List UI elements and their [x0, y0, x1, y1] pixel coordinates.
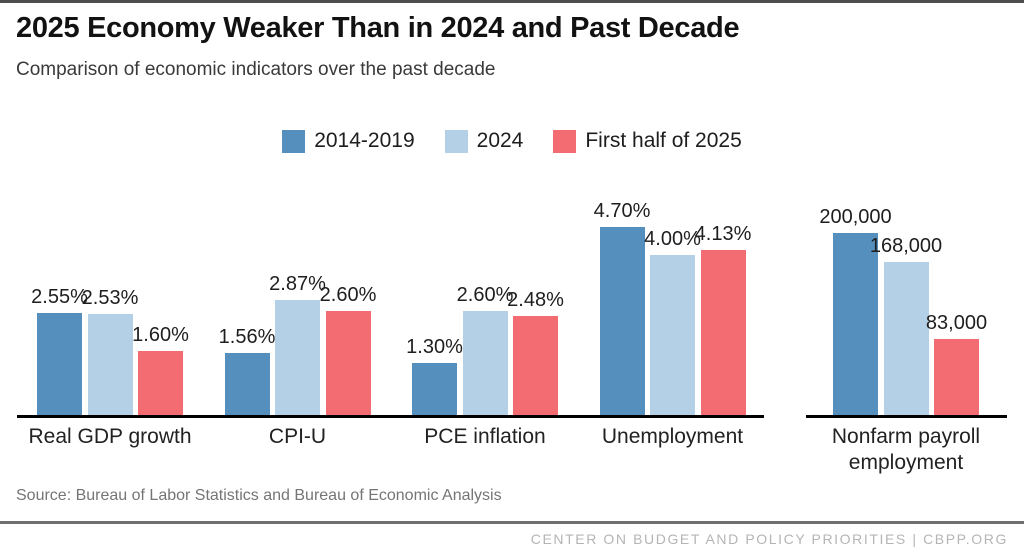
bar-value-label: 4.00% — [644, 228, 701, 250]
bar-pce-inflation-series-2 — [513, 315, 558, 415]
source-note: Source: Bureau of Labor Statistics and B… — [16, 487, 502, 504]
legend-swatch-2024 — [444, 129, 468, 153]
bar-value-label: 2.60% — [319, 284, 377, 306]
bar-value-label: 2.53% — [81, 286, 139, 309]
footer-rule-divider — [0, 521, 1024, 524]
bar-real-gdp-growth-series-2 — [138, 351, 183, 415]
bar-real-gdp-growth-series-0 — [37, 313, 82, 415]
bar-value-label: 200,000 — [819, 206, 892, 228]
bar-value-label: 2.87% — [269, 273, 326, 296]
legend-item-2024: 2024 — [444, 129, 524, 153]
bar-cpi-u-series-2 — [325, 311, 371, 415]
legend: 2014-2019 2024 First half of 2025 — [0, 129, 1024, 153]
bar-nonfarm-payroll-employment-series-0 — [833, 233, 878, 415]
x-axis-line-left-segment — [17, 415, 764, 418]
bar-nonfarm-payroll-employment-series-1 — [883, 262, 929, 415]
legend-label-2014-2019: 2014-2019 — [314, 129, 415, 152]
x-axis-line-right-segment — [806, 415, 1007, 418]
category-label-real-gdp-growth: Real GDP growth — [28, 425, 192, 448]
bar-value-label: 83,000 — [925, 312, 988, 335]
bar-value-label: 2.48% — [507, 288, 564, 311]
bar-value-label: 2.60% — [456, 284, 514, 306]
legend-swatch-first-half-2025 — [553, 129, 577, 153]
legend-swatch-2014-2019 — [282, 129, 306, 153]
footer-credit: CENTER ON BUDGET AND POLICY PRIORITIES |… — [530, 531, 1008, 547]
bar-value-label: 1.56% — [218, 325, 276, 348]
top-rule-divider — [0, 0, 1024, 3]
bar-unemployment-series-1 — [650, 255, 695, 415]
bar-value-label: 168,000 — [869, 235, 943, 258]
bar-value-label: 4.70% — [593, 200, 651, 222]
bar-unemployment-series-0 — [599, 227, 645, 415]
legend-item-first-half-2025: First half of 2025 — [553, 129, 742, 153]
bar-pce-inflation-series-1 — [462, 311, 508, 415]
bar-unemployment-series-2 — [700, 249, 746, 415]
legend-item-2014-2019: 2014-2019 — [282, 129, 415, 153]
legend-label-2024: 2024 — [476, 129, 524, 152]
bar-value-label: 4.13% — [694, 222, 752, 245]
legend-label-first-half-2025: First half of 2025 — [585, 129, 742, 152]
bar-cpi-u-series-1 — [275, 300, 320, 415]
bar-pce-inflation-series-0 — [412, 363, 457, 415]
chart-title: 2025 Economy Weaker Than in 2024 and Pas… — [16, 12, 740, 44]
bar-value-label: 2.55% — [31, 286, 88, 308]
bar-value-label: 1.30% — [406, 336, 463, 358]
bar-cpi-u-series-0 — [224, 352, 270, 415]
category-label-nonfarm-payroll-employment: Nonfarm payroll employment — [831, 425, 981, 474]
category-label-unemployment: Unemployment — [601, 425, 744, 448]
chart-subtitle: Comparison of economic indicators over t… — [16, 59, 496, 80]
bar-value-label: 1.60% — [132, 324, 189, 346]
category-label-pce-inflation: PCE inflation — [424, 425, 546, 448]
category-label-cpi-u: CPI-U — [268, 425, 327, 448]
bar-nonfarm-payroll-employment-series-2 — [934, 339, 979, 415]
bar-real-gdp-growth-series-1 — [87, 313, 133, 415]
